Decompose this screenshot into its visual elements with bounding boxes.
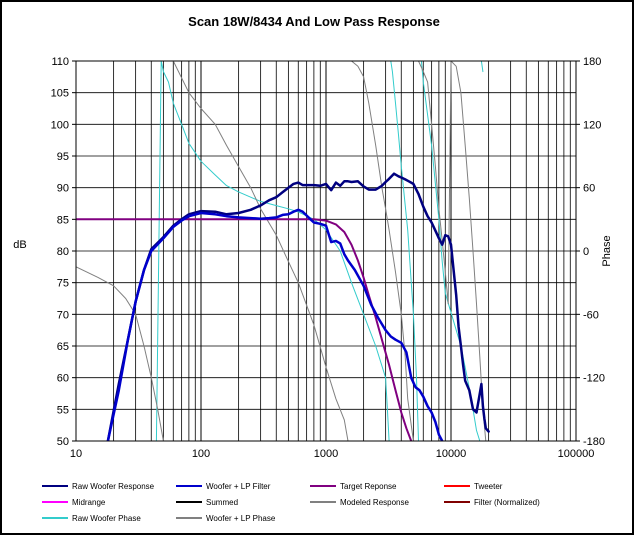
y-axis-label: dB (13, 239, 26, 251)
legend-label: Modeled Response (340, 498, 409, 507)
y-tick-label: 90 (57, 183, 69, 195)
legend: Raw Woofer Response Woofer + LP Filter Tar… (42, 482, 540, 523)
y-tick-label: 80 (57, 246, 69, 258)
legend-label: Woofer + LP Phase (206, 514, 276, 523)
legend-label: Filter (Normalized) (474, 498, 540, 507)
y2-tick-label: 60 (583, 183, 595, 195)
plot-border (75, 60, 577, 442)
y-tick-label: 55 (57, 404, 69, 416)
legend-label: Midrange (72, 498, 106, 507)
x-tick-label: 100 (192, 448, 210, 460)
y2-tick-label: 180 (583, 56, 601, 68)
x-tick-label: 1000 (314, 448, 338, 460)
legend-label: Summed (206, 498, 238, 507)
legend-label: Target Reponse (340, 482, 397, 491)
y-tick-label: 110 (51, 56, 69, 68)
x-tick-label: 100000 (558, 448, 595, 460)
series-line-woofer-lp-filter (106, 208, 444, 441)
series-line-woofer-lp-phase (76, 61, 490, 441)
y2-tick-label: 0 (583, 246, 589, 258)
y-tick-label: 60 (57, 373, 69, 385)
y-tick-label: 100 (51, 119, 69, 131)
y-tick-label: 70 (57, 309, 69, 321)
legend-label: Woofer + LP Filter (206, 482, 271, 491)
y-tick-label: 105 (51, 88, 69, 100)
legend-label: Raw Woofer Response (72, 482, 155, 491)
y-tick-label: 65 (57, 341, 69, 353)
x-axis-ticks: 10 100 1000 10000 100000 (70, 448, 594, 460)
y-tick-label: 50 (57, 436, 69, 448)
y2-tick-label: 120 (583, 119, 601, 131)
legend-label: Tweeter (474, 482, 503, 491)
series-group (76, 61, 490, 441)
y-axis-ticks: 110 105 100 95 90 85 80 75 70 65 60 55 50 (51, 56, 76, 448)
y2-tick-label: -120 (583, 373, 605, 385)
series-line-raw-woofer-response (106, 172, 490, 441)
x-tick-label: 10 (70, 448, 82, 460)
y-tick-label: 95 (57, 151, 69, 163)
chart-title: Scan 18W/8434 And Low Pass Response (188, 14, 440, 29)
y-tick-label: 75 (57, 278, 69, 290)
y2-tick-label: -180 (583, 436, 605, 448)
x-tick-label: 10000 (436, 448, 467, 460)
y2-axis-label: Phase (601, 235, 613, 266)
legend-label: Raw Woofer Phase (72, 514, 141, 523)
y2-axis-ticks: 180 120 60 0 -60 -120 -180 (576, 56, 605, 448)
y2-tick-label: -60 (583, 309, 599, 321)
y-tick-label: 85 (57, 214, 69, 226)
